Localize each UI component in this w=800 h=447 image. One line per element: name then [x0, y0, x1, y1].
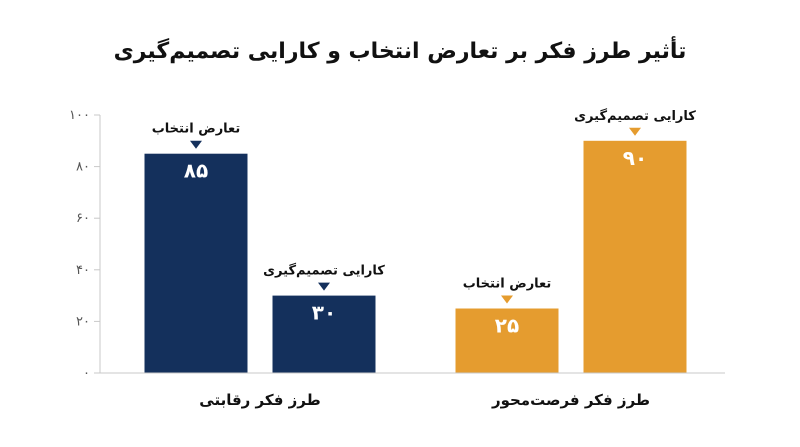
y-tick-label: ۲۰ — [76, 314, 90, 329]
annotation-pointer — [318, 282, 330, 291]
x-axis: طرز فکر رقابتی طرز فکر فرصت‌محور — [100, 372, 725, 409]
y-tick-label: ۶۰ — [76, 211, 90, 226]
y-tick-label: ۴۰ — [76, 263, 90, 278]
bar-value-label: ۲۵ — [495, 314, 519, 338]
bar — [144, 153, 248, 373]
bar-annotation: کارایی تصمیم‌گیری — [574, 108, 696, 124]
annotation-pointer — [501, 295, 513, 304]
y-tick-label: ۰ — [83, 366, 90, 381]
y-axis: ۰ ۲۰ ۴۰ ۶۰ ۸۰ ۱۰۰ — [69, 108, 101, 381]
bar-annotations: تعارض انتخاب کارایی تصمیم‌گیری تعارض انتخا… — [152, 108, 696, 304]
bar-annotation: تعارض انتخاب — [463, 277, 552, 292]
bar — [455, 308, 559, 373]
bar-annotation: تعارض انتخاب — [152, 122, 241, 137]
y-tick-label: ۱۰۰ — [69, 108, 90, 123]
bar-value-label: ۹۰ — [623, 146, 647, 170]
y-tick-label: ۸۰ — [76, 160, 90, 175]
bar-annotation: کارایی تصمیم‌گیری — [263, 263, 385, 279]
bar-value-label: ۸۵ — [184, 159, 208, 183]
x-category-label: طرز فکر فرصت‌محور — [491, 391, 650, 409]
bar — [272, 295, 376, 373]
x-category-label: طرز فکر رقابتی — [199, 391, 320, 409]
bar-value-label: ۳۰ — [312, 301, 336, 325]
annotation-pointer — [629, 127, 641, 136]
bar — [583, 140, 687, 373]
bars: ۸۵ ۳۰ ۲۵ ۹۰ — [144, 140, 687, 373]
chart-title: تأثیر طرز فکر بر تعارض انتخاب و کارایی ت… — [114, 35, 687, 64]
annotation-pointer — [190, 140, 202, 149]
